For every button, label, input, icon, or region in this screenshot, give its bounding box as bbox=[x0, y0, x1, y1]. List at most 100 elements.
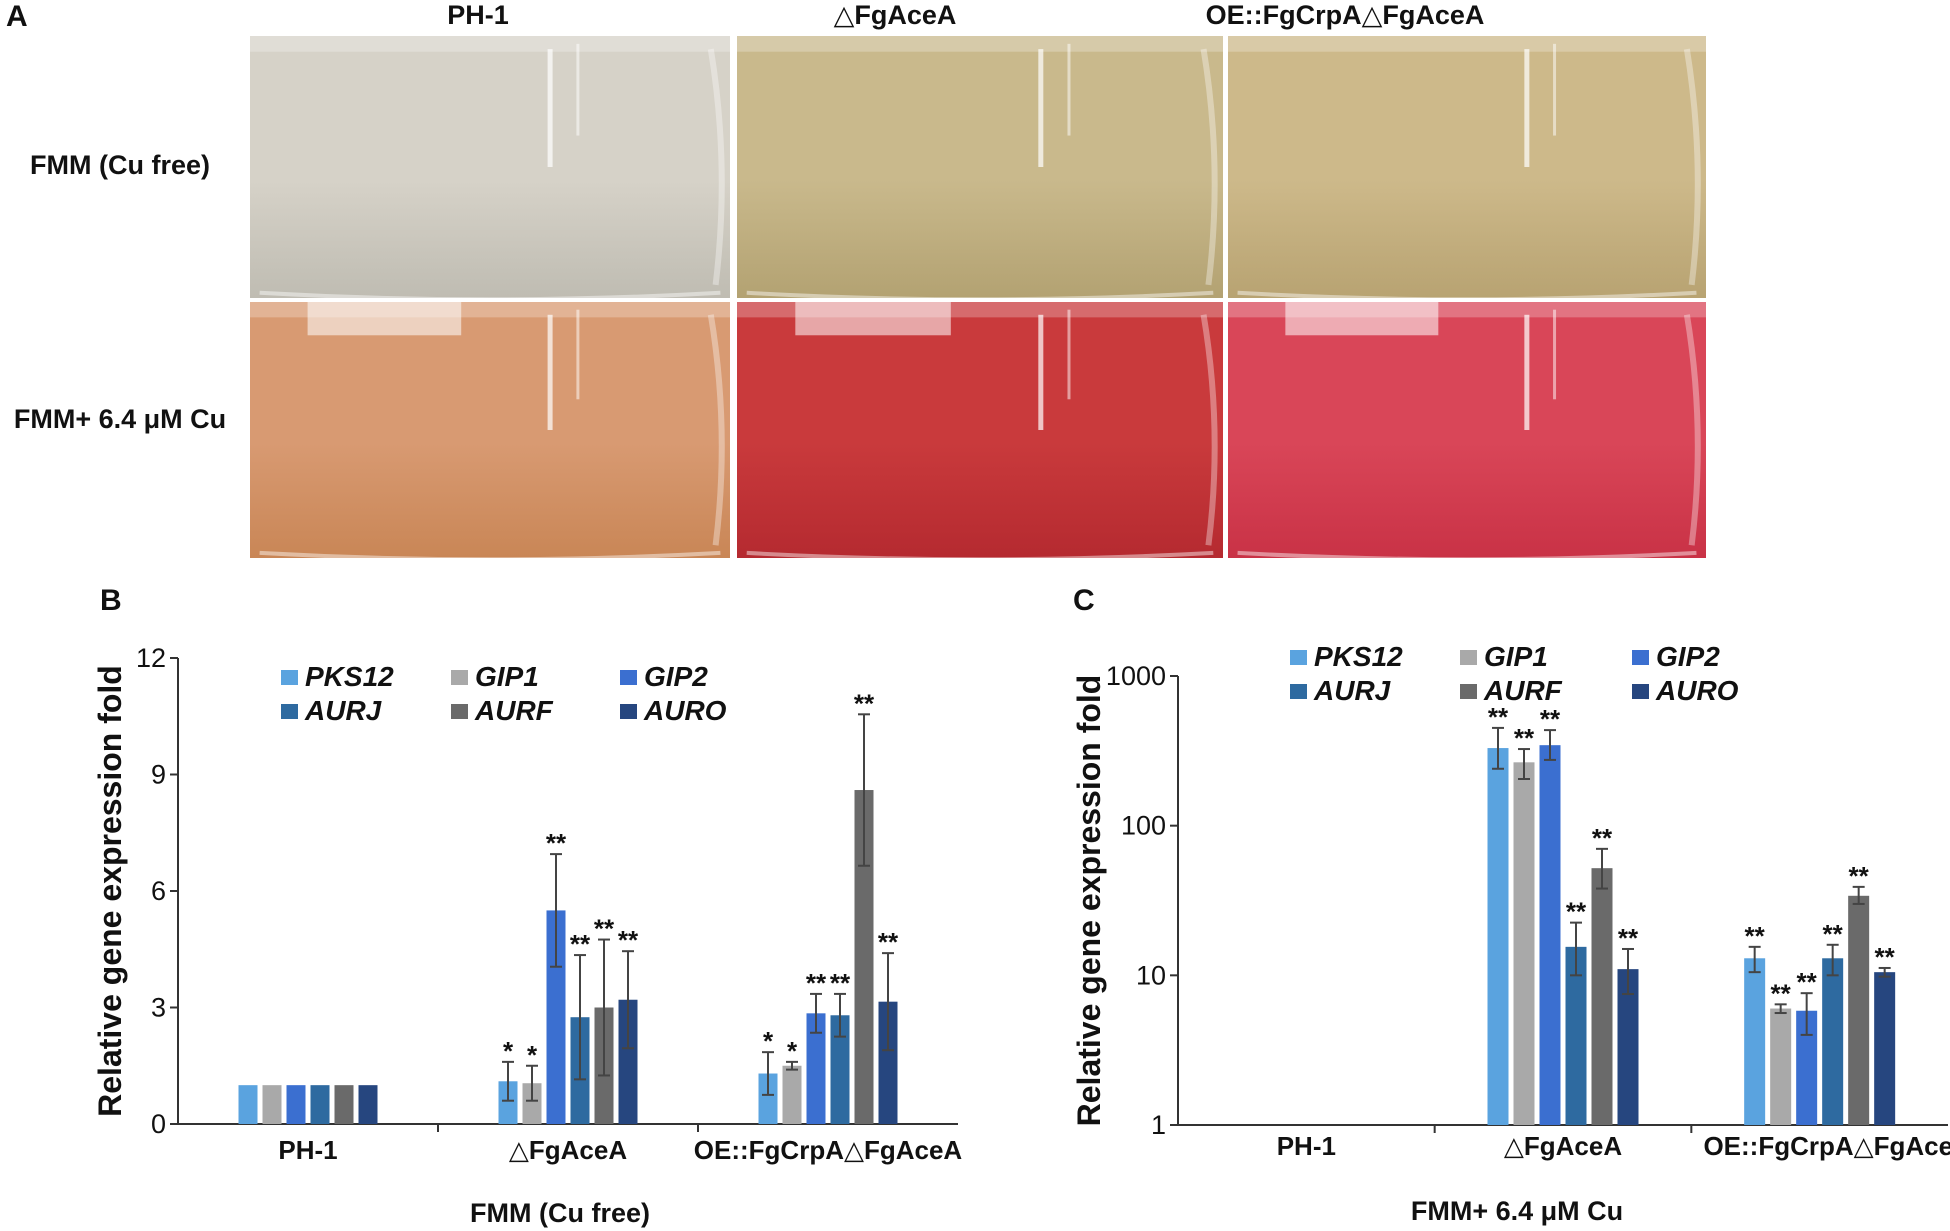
legend-swatch-auro bbox=[620, 704, 637, 719]
bar-gip1-0 bbox=[262, 1085, 282, 1124]
legend-swatch-pks12 bbox=[1290, 650, 1307, 665]
bar-gip1-1 bbox=[522, 1083, 542, 1124]
row-label-cu-added: FMM+ 6.4 μM Cu bbox=[13, 404, 227, 434]
flask-photo-r2-c3 bbox=[1228, 302, 1706, 558]
y-tick-label: 9 bbox=[151, 760, 166, 790]
significance-mark: ** bbox=[1618, 923, 1639, 953]
legend-swatch-gip1 bbox=[1460, 650, 1477, 665]
significance-mark: ** bbox=[1823, 919, 1844, 949]
category-label-2: OE::FgCrpA△FgAceA bbox=[694, 1135, 963, 1165]
row-label-cu-free: FMM (Cu free) bbox=[30, 150, 210, 180]
bar-auro-1 bbox=[618, 999, 638, 1124]
significance-mark: ** bbox=[854, 688, 875, 718]
significance-mark: ** bbox=[1540, 704, 1561, 734]
y-tick-label: 12 bbox=[136, 643, 166, 673]
chart-b: 0 3 6 9 12 Relative gene expression fold PH-1 *… bbox=[92, 643, 963, 1228]
category-label-0: PH-1 bbox=[1277, 1131, 1336, 1161]
panel-b-letter: B bbox=[100, 584, 122, 617]
bar-gip2-2 bbox=[806, 1013, 826, 1124]
legend-swatch-auro bbox=[1632, 684, 1649, 699]
bar-pks12-2 bbox=[758, 1073, 778, 1124]
bar-aurj-0 bbox=[310, 1085, 330, 1124]
significance-mark: ** bbox=[1592, 823, 1613, 853]
significance-mark: ** bbox=[806, 968, 827, 998]
bar-pks12-2 bbox=[1744, 958, 1766, 1125]
y-axis-title: Relative gene expression fold bbox=[1071, 675, 1107, 1127]
column-label-oe-fgcrpa-fgacea: OE::FgCrpA△FgAceA bbox=[1205, 0, 1485, 30]
y-axis-title: Relative gene expression fold bbox=[92, 665, 128, 1117]
bar-gip2-0 bbox=[286, 1085, 306, 1124]
bar-aurj-2 bbox=[1822, 958, 1844, 1125]
flask-photo-r2-c1 bbox=[250, 302, 730, 558]
legend-label-pks12: PKS12 bbox=[1314, 641, 1403, 672]
bar-pks12-1 bbox=[498, 1081, 518, 1124]
y-tick-label: 1 bbox=[1151, 1110, 1166, 1140]
bar-aurf-2 bbox=[854, 790, 874, 1124]
legend-label-gip2: GIP2 bbox=[1656, 641, 1720, 672]
bar-gip1-2 bbox=[782, 1065, 802, 1124]
column-label-ph1: PH-1 bbox=[447, 0, 509, 30]
legend-label-gip1: GIP1 bbox=[475, 661, 539, 692]
legend-label-aurf: AURF bbox=[1483, 675, 1563, 706]
bar-auro-2 bbox=[878, 1001, 898, 1124]
significance-mark: ** bbox=[1849, 861, 1870, 891]
significance-mark: * bbox=[527, 1040, 538, 1070]
legend-label-gip2: GIP2 bbox=[644, 661, 708, 692]
legend-label-aurj: AURJ bbox=[1313, 675, 1392, 706]
significance-mark: ** bbox=[1514, 723, 1535, 753]
category-label-0: PH-1 bbox=[278, 1135, 337, 1165]
significance-mark: ** bbox=[546, 828, 567, 858]
bar-aurf-2 bbox=[1848, 895, 1870, 1125]
legend-label-auro: AURO bbox=[643, 695, 727, 726]
legend-swatch-aurj bbox=[1290, 684, 1307, 699]
bar-auro-0 bbox=[358, 1085, 378, 1124]
flask-photo-r1-c1 bbox=[250, 36, 730, 298]
y-tick-label: 6 bbox=[151, 876, 166, 906]
significance-mark: ** bbox=[618, 925, 639, 955]
bar-pks12-0 bbox=[238, 1085, 258, 1124]
legend-swatch-gip2 bbox=[620, 670, 637, 685]
category-label-1: △FgAceA bbox=[509, 1135, 627, 1165]
bar-gip2-1 bbox=[546, 910, 566, 1124]
bar-gip2-1 bbox=[1539, 745, 1561, 1125]
y-tick-label: 10 bbox=[1136, 960, 1166, 990]
significance-mark: ** bbox=[1875, 942, 1896, 972]
significance-mark: ** bbox=[570, 929, 591, 959]
legend-label-aurj: AURJ bbox=[304, 695, 383, 726]
significance-mark: ** bbox=[878, 927, 899, 957]
condition-label: FMM (Cu free) bbox=[470, 1198, 650, 1228]
legend-swatch-aurj bbox=[281, 704, 298, 719]
flask-photo-r1-c2 bbox=[737, 36, 1223, 298]
bar-gip1-1 bbox=[1513, 762, 1535, 1125]
legend-swatch-aurf bbox=[1460, 684, 1477, 699]
significance-mark: ** bbox=[1488, 702, 1509, 732]
legend-label-gip1: GIP1 bbox=[1484, 641, 1548, 672]
significance-mark: ** bbox=[830, 968, 851, 998]
bar-auro-2 bbox=[1874, 972, 1896, 1125]
legend-swatch-aurf bbox=[451, 704, 468, 719]
y-tick-label: 0 bbox=[151, 1109, 166, 1139]
condition-label: FMM+ 6.4 μM Cu bbox=[1411, 1196, 1623, 1226]
bar-aurf-0 bbox=[334, 1085, 354, 1124]
category-label-2: OE::FgCrpA△FgAceA bbox=[1703, 1131, 1950, 1161]
legend-label-aurf: AURF bbox=[474, 695, 554, 726]
legend-label-pks12: PKS12 bbox=[305, 661, 394, 692]
legend-label-auro: AURO bbox=[1655, 675, 1739, 706]
significance-mark: * bbox=[503, 1036, 514, 1066]
significance-mark: ** bbox=[1771, 978, 1792, 1008]
significance-mark: ** bbox=[594, 914, 615, 944]
significance-mark: * bbox=[763, 1026, 774, 1056]
category-label-1: △FgAceA bbox=[1504, 1131, 1622, 1161]
flask-photo-r1-c3 bbox=[1228, 36, 1706, 298]
bar-aurj-2 bbox=[830, 1015, 850, 1124]
significance-mark: ** bbox=[1797, 967, 1818, 997]
significance-mark: ** bbox=[1745, 921, 1766, 951]
significance-mark: ** bbox=[1566, 897, 1587, 927]
y-tick-label: 3 bbox=[151, 993, 166, 1023]
legend-swatch-gip2 bbox=[1632, 650, 1649, 665]
bar-aurj-1 bbox=[1565, 946, 1587, 1125]
panel-a-letter: A bbox=[6, 0, 28, 33]
bar-auro-1 bbox=[1617, 969, 1639, 1125]
bar-aurf-1 bbox=[1591, 868, 1613, 1125]
